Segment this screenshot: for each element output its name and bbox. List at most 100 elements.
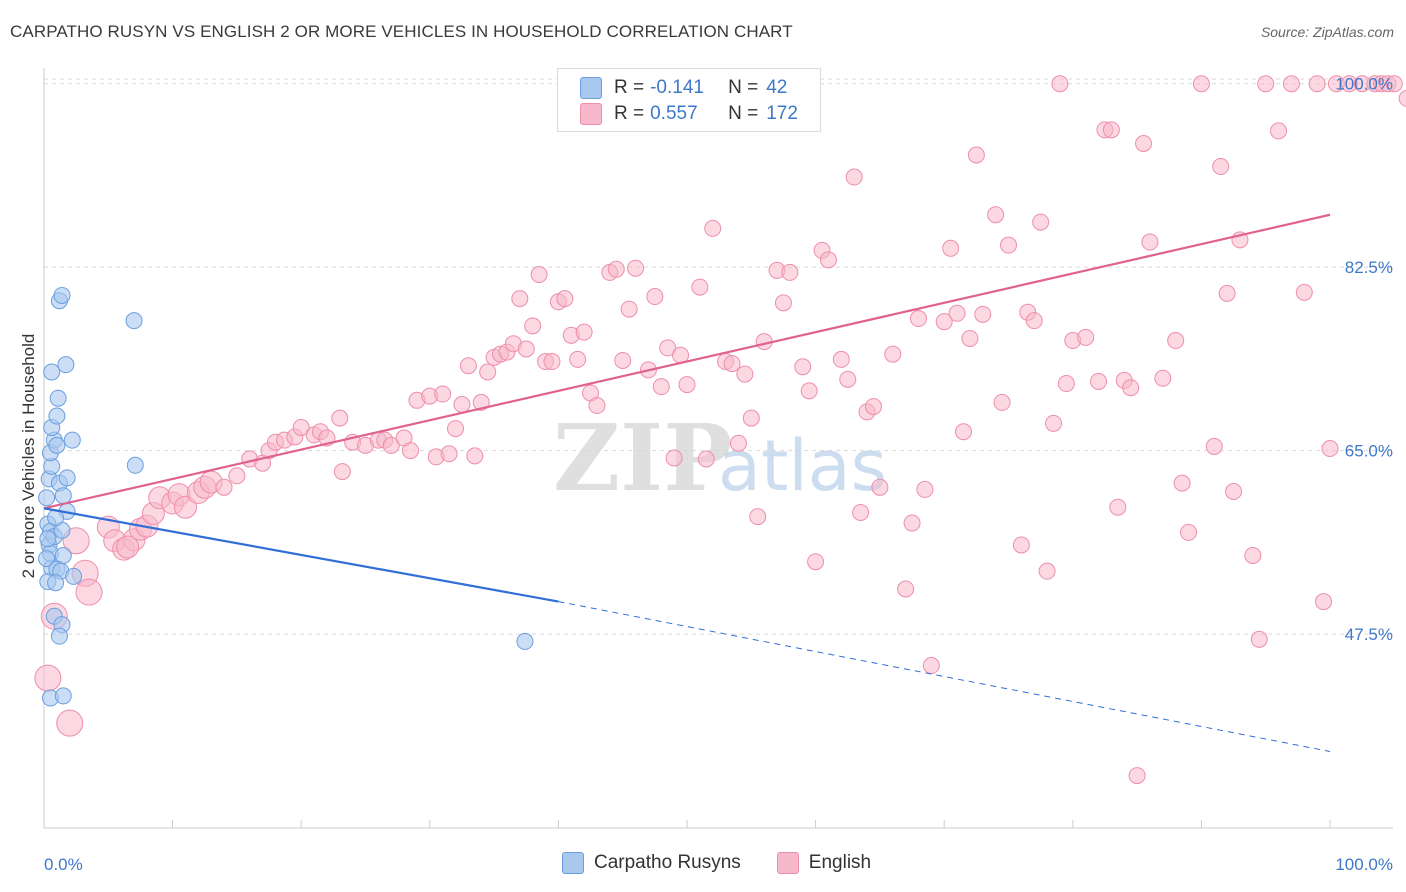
english-point <box>1295 283 1313 301</box>
english-point <box>723 355 741 373</box>
grid-layer <box>44 78 1393 635</box>
series-legend-label: Carpatho Rusyns <box>594 852 741 873</box>
series-legend-carpatho[interactable]: Carpatho Rusyns <box>562 852 741 874</box>
english-point <box>472 393 490 411</box>
english-point <box>116 535 140 559</box>
english-point <box>987 206 1005 224</box>
carpatho-point <box>54 487 72 505</box>
english-point <box>543 353 561 371</box>
english-point <box>1012 536 1030 554</box>
english-point <box>993 393 1011 411</box>
labels-layer: 47.5% 65.0% 82.5% 100.0% 0.0% 100.0% <box>44 75 1393 874</box>
english-point <box>524 317 542 335</box>
english-point <box>942 239 960 257</box>
english-point <box>807 553 825 571</box>
english-point <box>884 345 902 363</box>
english-point <box>665 449 683 467</box>
legend-r-value: 0.557 <box>650 103 698 124</box>
y-tick-label: 47.5% <box>1345 625 1393 644</box>
english-point <box>440 445 458 463</box>
english-point <box>794 358 812 376</box>
english-point <box>173 495 197 519</box>
watermark: ZIP atlas <box>553 404 887 512</box>
english-point <box>659 339 677 357</box>
english-point <box>961 329 979 347</box>
english-point <box>1141 233 1159 251</box>
english-point <box>1135 134 1153 152</box>
english-point <box>447 420 465 438</box>
english-point <box>228 467 246 485</box>
english-point <box>382 436 400 454</box>
english-point <box>697 450 715 468</box>
english-point <box>1167 332 1185 350</box>
english-point <box>1057 375 1075 393</box>
english-point <box>1244 546 1262 564</box>
series-legend-english[interactable]: English <box>776 852 871 874</box>
source-label: Source: ZipAtlas.com <box>1260 24 1394 40</box>
english-point <box>517 340 535 358</box>
english-point <box>34 664 62 692</box>
english-point <box>1308 75 1326 93</box>
english-point <box>864 398 882 416</box>
english-point <box>402 442 420 460</box>
english-point <box>729 434 747 452</box>
english-point <box>736 365 754 383</box>
english-point <box>569 350 587 368</box>
english-point <box>1180 523 1198 541</box>
english-point <box>839 370 857 388</box>
y-tick-label: 82.5% <box>1345 258 1393 277</box>
english-point <box>1077 328 1095 346</box>
legend-row-carpatho: R = -0.141 N = 42 <box>580 75 787 101</box>
carpatho-point <box>39 530 57 548</box>
legend-r-label: R = <box>614 77 645 98</box>
english-point <box>556 290 574 308</box>
carpatho-point <box>516 632 534 650</box>
carpatho-point <box>125 312 143 330</box>
legend-r-label: R = <box>614 103 645 124</box>
english-point <box>742 409 760 427</box>
carpatho-point <box>53 286 71 304</box>
english-point <box>678 376 696 394</box>
carpatho-point <box>54 687 72 705</box>
english-point <box>1385 75 1403 93</box>
carpatho-point <box>48 407 66 425</box>
english-point <box>897 580 915 598</box>
carpatho-point <box>126 456 144 474</box>
english-point <box>1250 630 1268 648</box>
x-tick-label: 100.0% <box>1335 855 1393 874</box>
english-point <box>75 578 103 606</box>
carpatho-point <box>43 363 61 381</box>
english-point <box>434 385 452 403</box>
english-point <box>459 357 477 375</box>
english-point <box>652 378 670 396</box>
english-point <box>1192 75 1210 93</box>
english-point <box>511 290 529 308</box>
english-point <box>215 478 233 496</box>
series-legend: Carpatho Rusyns English <box>562 852 907 874</box>
english-point <box>453 395 471 413</box>
legend-row-english: R = 0.557 N = 172 <box>580 101 798 127</box>
y-tick-label: 65.0% <box>1345 442 1393 461</box>
carpatho-point <box>58 469 76 487</box>
english-point <box>903 514 921 532</box>
english-point <box>1090 372 1108 390</box>
english-point <box>479 363 497 381</box>
carpatho-point <box>57 356 75 374</box>
english-point <box>614 351 632 369</box>
carpatho-point <box>50 627 68 645</box>
english-point <box>704 219 722 237</box>
english-point <box>819 251 837 269</box>
english-point <box>909 310 927 328</box>
carpatho-point <box>38 489 56 507</box>
english-point <box>916 480 934 498</box>
english-point <box>935 313 953 331</box>
english-point <box>1032 213 1050 231</box>
correlation-legend: R = -0.141 N = 42 R = 0.557 N = 172 <box>557 68 821 132</box>
legend-n-label: N = <box>728 103 759 124</box>
english-point <box>800 382 818 400</box>
english-point <box>1282 75 1300 93</box>
english-point <box>530 266 548 284</box>
english-point <box>646 288 664 306</box>
english-point <box>1315 593 1333 611</box>
